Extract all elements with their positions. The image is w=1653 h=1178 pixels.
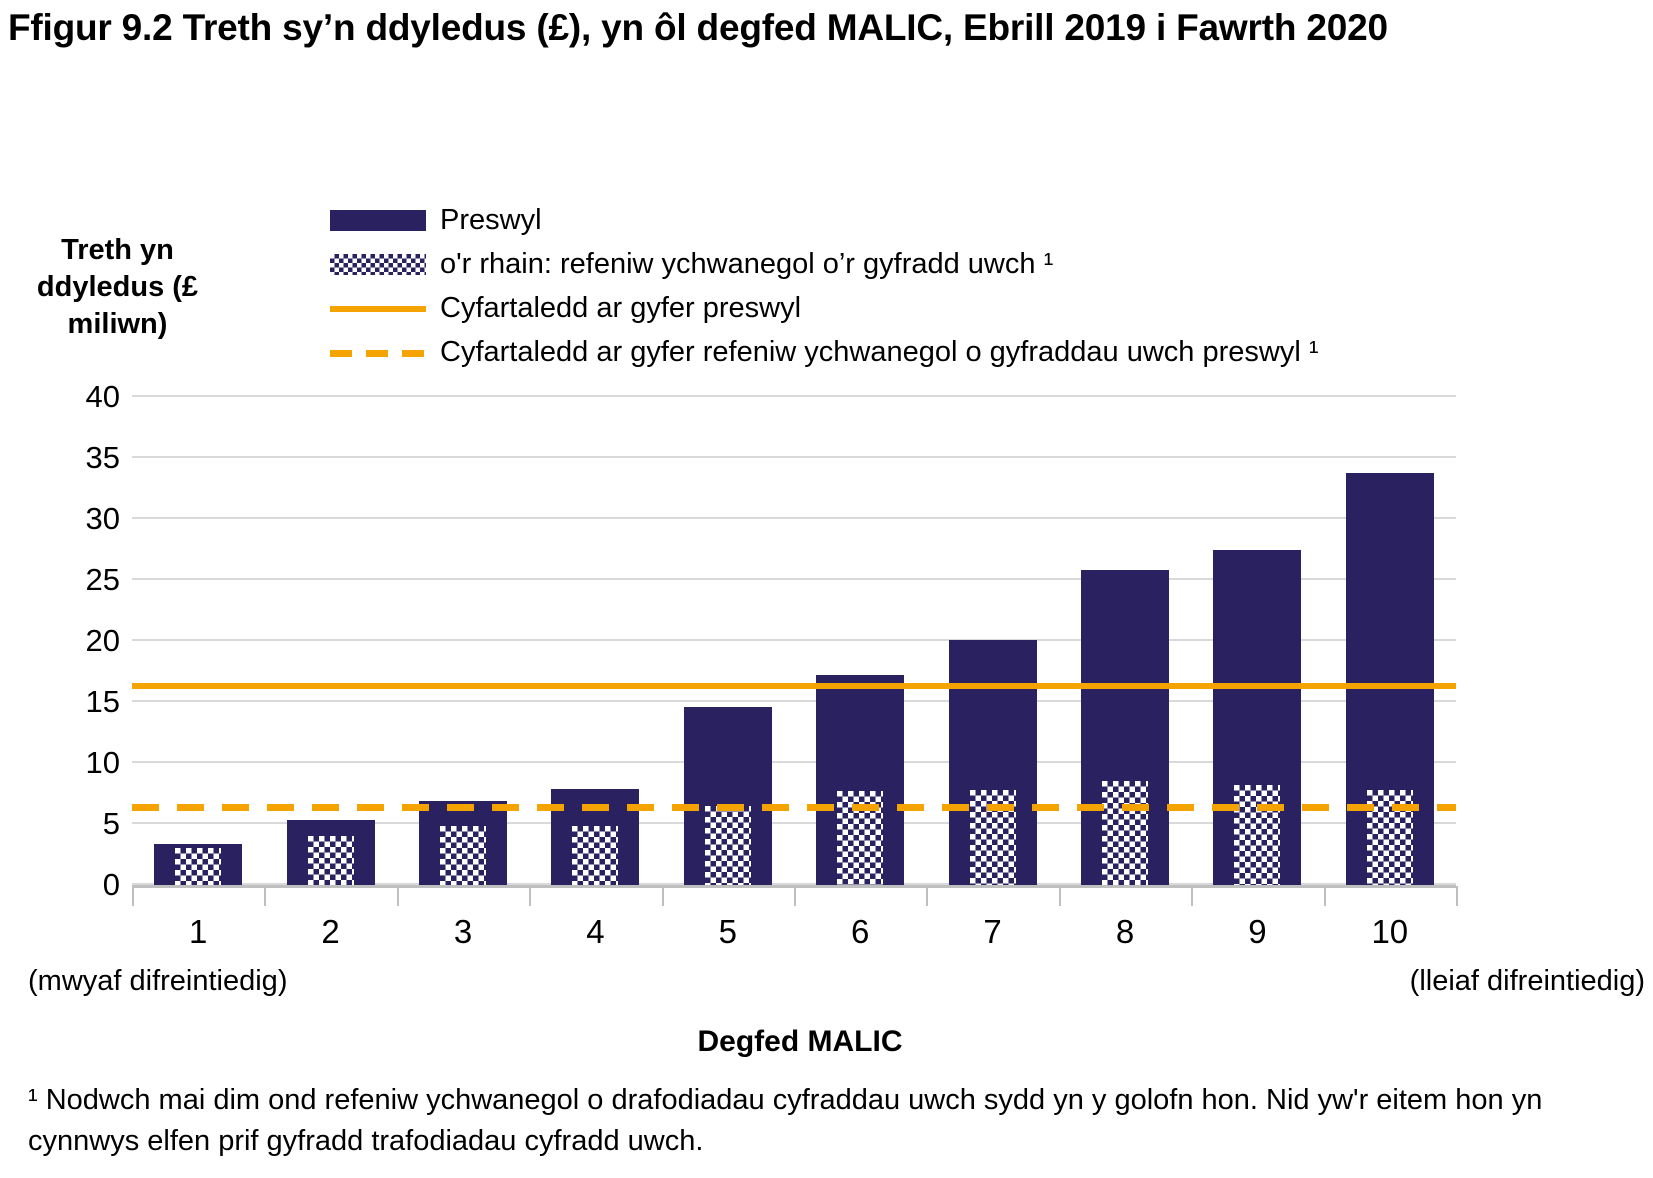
x-axis-tick xyxy=(1191,886,1194,906)
bar-higher-rate-additional xyxy=(175,848,222,885)
average-residential-line xyxy=(132,683,1456,690)
x-axis-tick xyxy=(1323,886,1326,906)
bar-higher-rate-additional xyxy=(307,836,354,885)
y-axis-tick-label: 15 xyxy=(85,684,120,719)
bar-residential xyxy=(683,706,772,885)
x-axis-category-label: 1 xyxy=(189,913,208,950)
x-axis-category-label: 6 xyxy=(851,913,870,950)
x-axis-category-label: 5 xyxy=(718,913,737,950)
page-title: Ffigur 9.2 Treth sy’n ddyledus (£), yn ô… xyxy=(8,7,1388,48)
x-axis-category-label: 10 xyxy=(1371,913,1409,950)
x-axis-tick xyxy=(661,886,664,906)
x-axis-category-label: 8 xyxy=(1115,913,1135,950)
gridline xyxy=(132,517,1456,519)
footnote: ¹ Nodwch mai dim ond refeniw ychwanegol … xyxy=(28,1084,1543,1158)
gridline xyxy=(132,395,1456,397)
y-axis-title: Treth yn ddyledus (£ miliwn) xyxy=(36,234,199,341)
legend-item-label: o'r rhain: refeniw ychwanegol o’r gyfrad… xyxy=(440,247,1054,280)
bar-residential xyxy=(286,820,375,885)
gridline xyxy=(132,700,1456,702)
x-axis-tick xyxy=(926,886,929,906)
bar-residential xyxy=(419,800,507,885)
bar-residential xyxy=(154,843,243,885)
bar-higher-rate-additional xyxy=(969,789,1016,885)
x-axis-tick xyxy=(396,886,399,906)
average-higher-rate-line xyxy=(132,804,1456,812)
bar-higher-rate-additional xyxy=(1102,781,1148,885)
x-axis-category-label: 4 xyxy=(586,913,605,950)
y-axis-tick-label: 30 xyxy=(85,501,120,536)
legend-item-preswyl: Preswyl xyxy=(330,198,1650,242)
solid-swatch-icon xyxy=(330,207,426,233)
bar-residential xyxy=(1081,570,1169,885)
x-axis-category-label: 2 xyxy=(321,913,340,950)
x-axis-line xyxy=(132,885,1456,888)
gridline xyxy=(132,761,1456,763)
legend-item-average-residential: Cyfartaledd ar gyfer preswyl xyxy=(330,286,1650,330)
gridline xyxy=(132,883,1456,885)
bar-residential xyxy=(1213,549,1302,885)
x-axis-tick xyxy=(794,886,796,906)
bar-residential xyxy=(816,675,905,885)
x-axis-tick xyxy=(529,886,532,906)
bar-higher-rate-additional xyxy=(704,805,751,885)
dashed-line-icon xyxy=(330,339,426,365)
x-axis-tick xyxy=(132,886,134,906)
bar-higher-rate-additional xyxy=(837,791,884,885)
legend-item-higher-rate: o'r rhain: refeniw ychwanegol o’r gyfrad… xyxy=(330,242,1650,286)
x-axis-tick xyxy=(264,886,267,906)
checkered-swatch-icon xyxy=(330,251,426,277)
x-axis-right-note: (lleiaf difreintiedig) xyxy=(1409,965,1645,997)
x-axis-tick xyxy=(1456,886,1458,906)
bar-residential xyxy=(551,788,640,885)
bar-higher-rate-additional xyxy=(440,826,486,885)
legend-item-label: Preswyl xyxy=(440,203,542,236)
gridline xyxy=(132,639,1456,641)
y-axis-tick-label: 20 xyxy=(85,623,120,658)
solid-line-icon xyxy=(330,295,426,321)
gridline xyxy=(132,822,1456,824)
y-axis-tick-label: 5 xyxy=(102,806,120,841)
plot-area xyxy=(132,395,1456,885)
bar-higher-rate-additional xyxy=(1234,784,1281,885)
y-axis-tick-label: 25 xyxy=(85,562,120,597)
x-axis-category-label: 9 xyxy=(1248,913,1267,950)
bar-higher-rate-additional xyxy=(572,826,619,885)
x-axis-category-label: 3 xyxy=(453,913,473,950)
x-axis-tick xyxy=(1058,886,1061,906)
y-axis-tick-label: 0 xyxy=(102,867,120,902)
legend-item-average-higher-rate: Cyfartaledd ar gyfer refeniw ychwanegol … xyxy=(330,330,1650,374)
gridline xyxy=(132,578,1456,580)
bar-higher-rate-additional xyxy=(1366,789,1413,885)
bar-residential xyxy=(948,639,1037,885)
y-axis-tick-label: 40 xyxy=(85,379,120,414)
x-axis-left-note: (mwyaf difreintiedig) xyxy=(28,965,288,997)
legend-item-label: Cyfartaledd ar gyfer refeniw ychwanegol … xyxy=(440,335,1319,368)
x-axis-category-label: 7 xyxy=(983,913,1002,950)
y-axis-tick-label: 10 xyxy=(85,745,120,780)
gridline xyxy=(132,456,1456,458)
bar-residential xyxy=(1345,472,1434,885)
x-axis-title: Degfed MALIC xyxy=(697,1025,903,1058)
y-axis-tick-label: 35 xyxy=(85,440,120,475)
legend-item-label: Cyfartaledd ar gyfer preswyl xyxy=(440,291,802,324)
chart-legend: Preswyl o'r rhain: refeniw ychwanegol o’… xyxy=(330,198,1650,374)
